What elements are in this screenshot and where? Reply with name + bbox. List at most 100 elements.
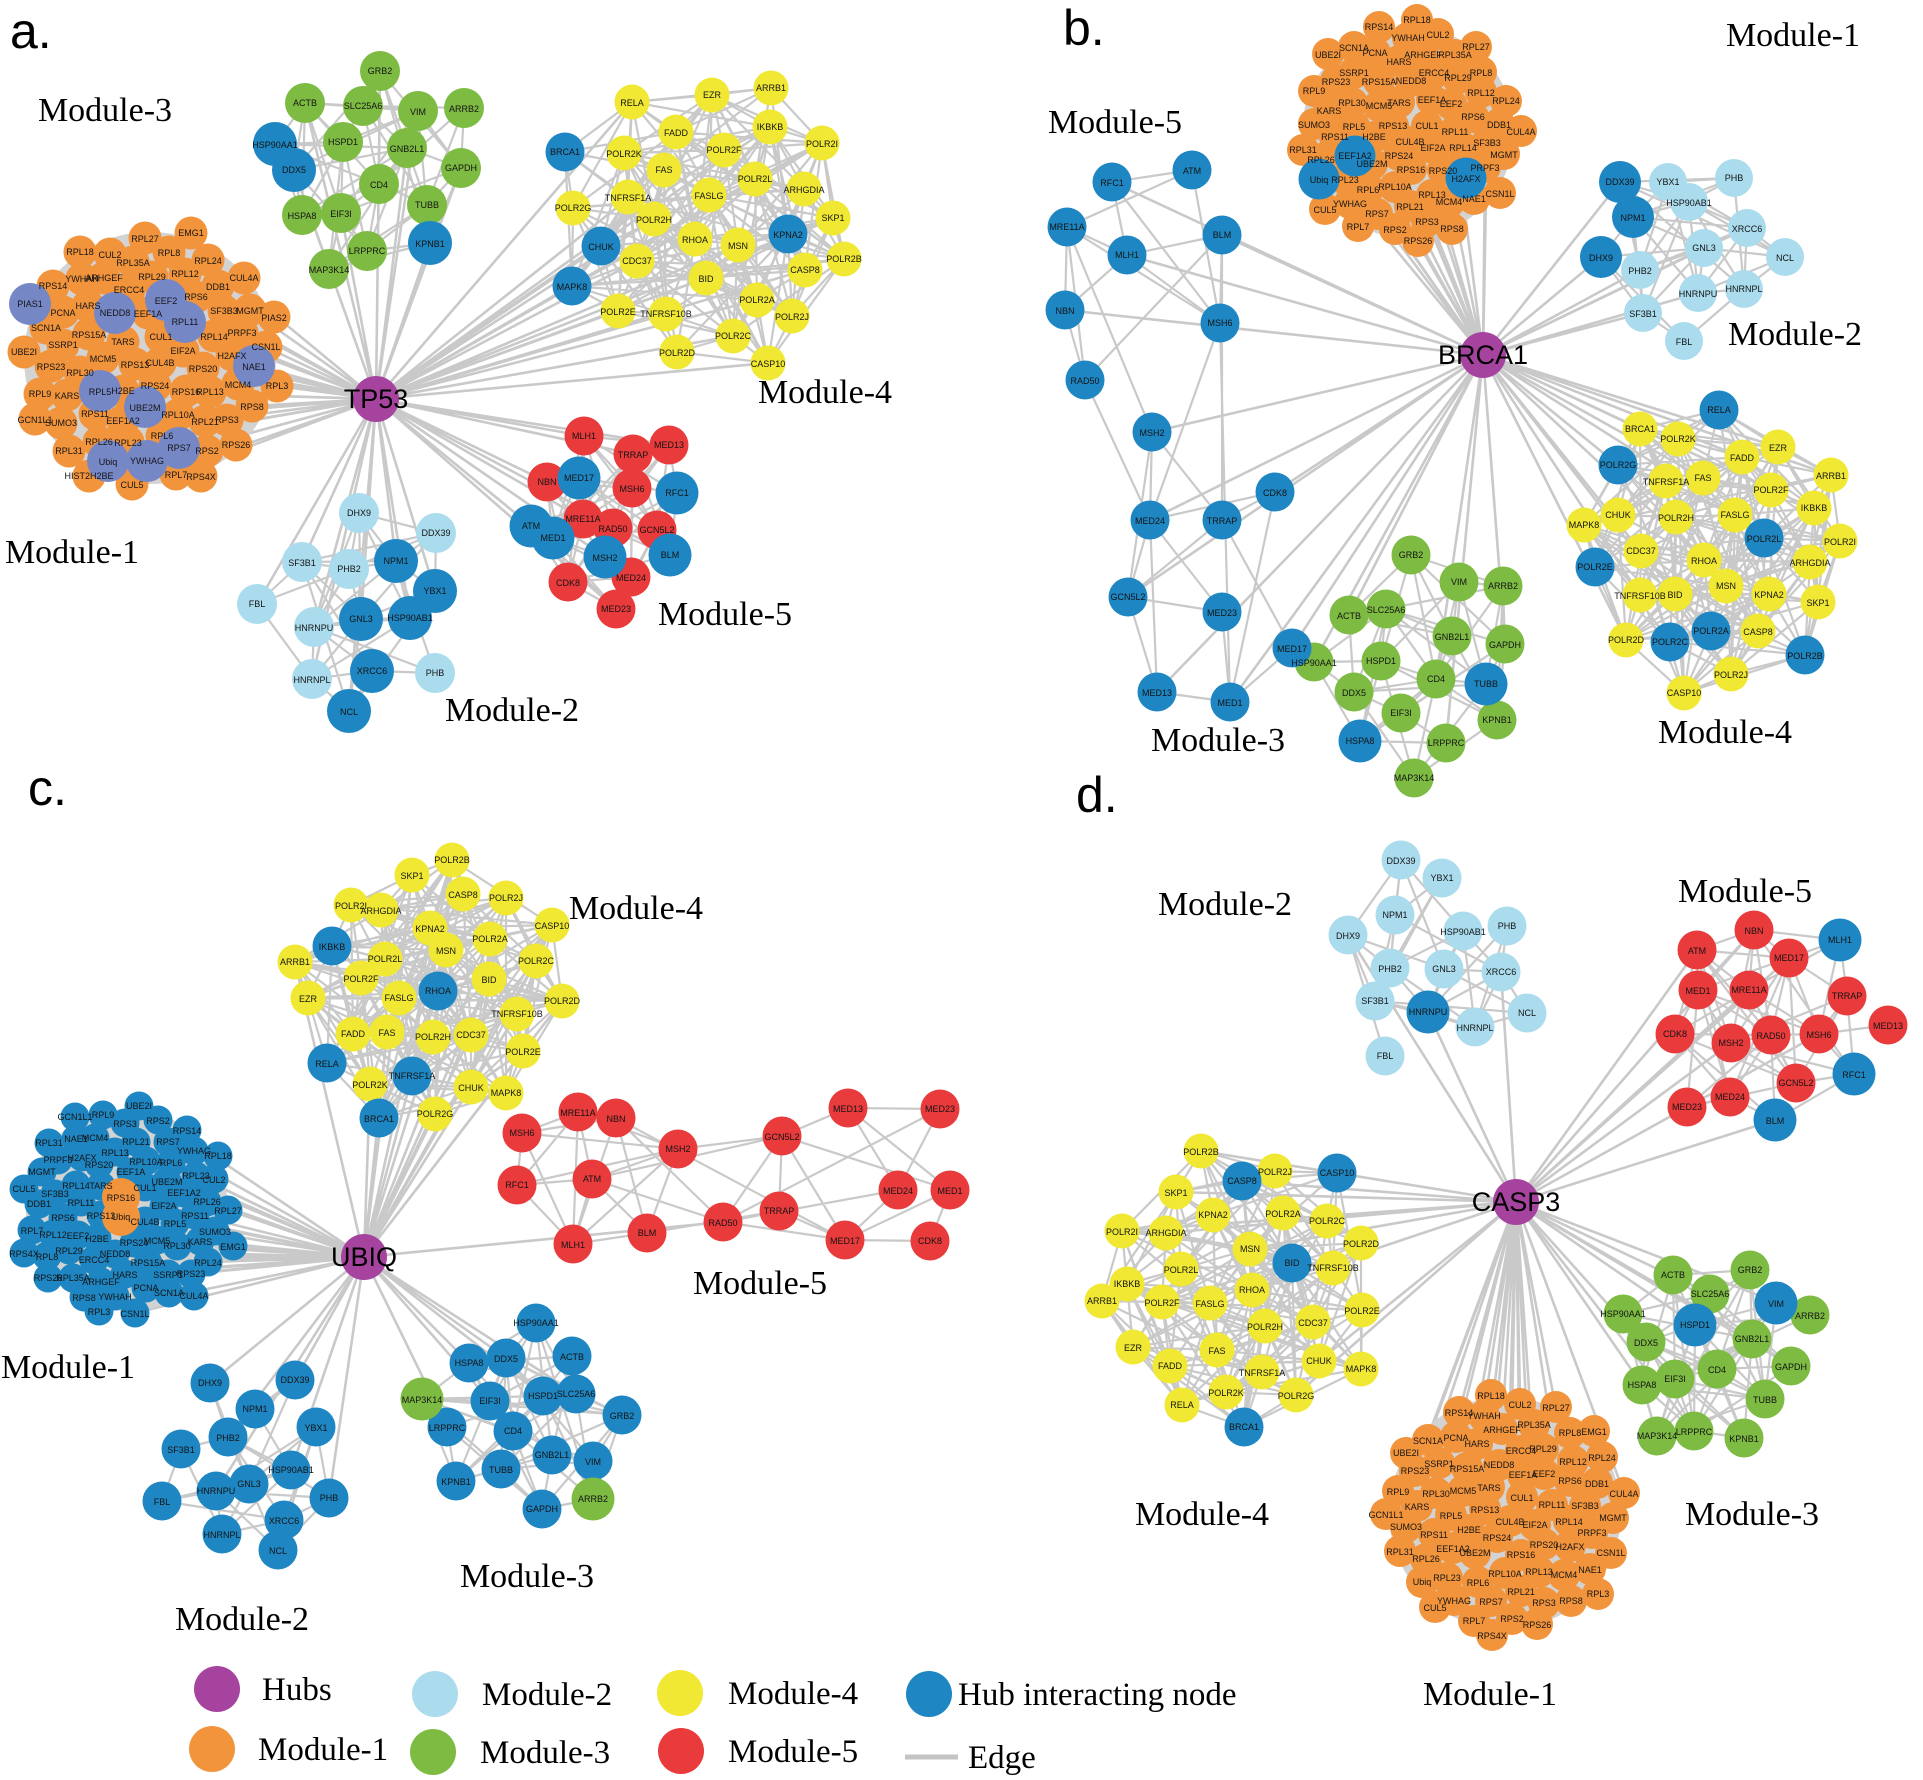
svg-text:RELA: RELA xyxy=(1707,405,1731,415)
svg-text:Module-2: Module-2 xyxy=(445,692,579,729)
svg-text:MED13: MED13 xyxy=(1873,1021,1903,1031)
svg-text:RPL12: RPL12 xyxy=(1467,88,1495,98)
svg-text:PIAS1: PIAS1 xyxy=(17,299,43,309)
svg-text:MSN: MSN xyxy=(728,241,748,251)
svg-text:H2BE: H2BE xyxy=(111,386,135,396)
svg-text:ARRB1: ARRB1 xyxy=(756,83,786,93)
svg-text:ATM: ATM xyxy=(522,521,540,531)
svg-text:DDX39: DDX39 xyxy=(1386,856,1415,866)
svg-text:RPL31: RPL31 xyxy=(35,1138,63,1148)
svg-text:VIM: VIM xyxy=(1451,577,1467,587)
svg-text:Module-3: Module-3 xyxy=(38,92,172,129)
svg-text:POLR2I: POLR2I xyxy=(1106,1227,1138,1237)
svg-text:RPL14: RPL14 xyxy=(1555,1517,1583,1527)
svg-text:CASP8: CASP8 xyxy=(1743,627,1773,637)
svg-text:MCM4: MCM4 xyxy=(82,1133,109,1143)
svg-text:MLH1: MLH1 xyxy=(1828,935,1852,945)
svg-text:XRCC6: XRCC6 xyxy=(269,1516,300,1526)
svg-text:RPS24: RPS24 xyxy=(120,1238,149,1248)
svg-text:EEF1A: EEF1A xyxy=(117,1167,146,1177)
svg-text:CASP8: CASP8 xyxy=(1227,1176,1257,1186)
svg-text:FAS: FAS xyxy=(1208,1346,1225,1356)
svg-text:YWHAH: YWHAH xyxy=(1467,1411,1501,1421)
svg-text:HSPA8: HSPA8 xyxy=(1628,1380,1657,1390)
svg-text:RPL3: RPL3 xyxy=(266,381,289,391)
svg-text:RPS16: RPS16 xyxy=(1397,165,1426,175)
svg-text:RPL26: RPL26 xyxy=(193,1197,221,1207)
svg-text:TP53: TP53 xyxy=(344,384,409,414)
svg-text:RFC1: RFC1 xyxy=(505,1180,529,1190)
svg-text:HARS: HARS xyxy=(75,301,100,311)
svg-text:EEF1A: EEF1A xyxy=(1509,1470,1538,1480)
svg-text:DDX5: DDX5 xyxy=(494,1354,518,1364)
svg-text:SSRP1: SSRP1 xyxy=(48,340,78,350)
svg-text:EIF3I: EIF3I xyxy=(1664,1374,1686,1384)
svg-text:CUL4A: CUL4A xyxy=(179,1291,208,1301)
svg-text:ERCC4: ERCC4 xyxy=(114,285,145,295)
svg-text:RPS8: RPS8 xyxy=(240,402,264,412)
svg-text:POLR2F: POLR2F xyxy=(1753,485,1789,495)
svg-text:Module-1: Module-1 xyxy=(5,534,139,571)
svg-text:UBE2I: UBE2I xyxy=(1315,50,1341,60)
svg-text:SCN1A: SCN1A xyxy=(154,1288,184,1298)
svg-text:HARS: HARS xyxy=(1464,1439,1489,1449)
svg-text:RPS7: RPS7 xyxy=(156,1137,180,1147)
svg-text:BID: BID xyxy=(698,274,714,284)
svg-text:KPNB1: KPNB1 xyxy=(441,1477,471,1487)
svg-text:ARRB1: ARRB1 xyxy=(1816,471,1846,481)
svg-text:RPL26: RPL26 xyxy=(1307,155,1335,165)
svg-text:RPS2: RPS2 xyxy=(1383,225,1407,235)
svg-text:ARHGDIA: ARHGDIA xyxy=(360,906,401,916)
svg-text:RPL18: RPL18 xyxy=(204,1151,232,1161)
svg-text:TNFRSF10B: TNFRSF10B xyxy=(491,1009,543,1019)
svg-text:YBX1: YBX1 xyxy=(1430,873,1453,883)
svg-text:MSH6: MSH6 xyxy=(619,484,644,494)
svg-text:RPL31: RPL31 xyxy=(1289,145,1317,155)
svg-text:GCN5L2: GCN5L2 xyxy=(764,1132,799,1142)
svg-text:CUL2: CUL2 xyxy=(98,250,121,260)
svg-text:PHB: PHB xyxy=(320,1493,339,1503)
svg-text:POLR2F: POLR2F xyxy=(1144,1298,1180,1308)
svg-text:RPS6: RPS6 xyxy=(184,292,208,302)
svg-text:PHB: PHB xyxy=(1498,921,1517,931)
svg-text:RAD50: RAD50 xyxy=(598,524,627,534)
svg-text:GRB2: GRB2 xyxy=(610,1411,635,1421)
svg-text:HSP90AA1: HSP90AA1 xyxy=(513,1318,559,1328)
svg-text:PHB2: PHB2 xyxy=(337,564,361,574)
svg-text:CUL4B: CUL4B xyxy=(1495,1517,1524,1527)
svg-text:CUL4B: CUL4B xyxy=(1395,137,1424,147)
svg-text:FADD: FADD xyxy=(1158,1361,1183,1371)
svg-text:DDB1: DDB1 xyxy=(1585,1479,1609,1489)
svg-text:RPL6: RPL6 xyxy=(160,1158,183,1168)
svg-text:RPS14: RPS14 xyxy=(1445,1408,1474,1418)
svg-text:Module-3: Module-3 xyxy=(480,1735,610,1771)
svg-text:POLR2L: POLR2L xyxy=(1164,1265,1199,1275)
svg-text:POLR2H: POLR2H xyxy=(1658,513,1694,523)
svg-text:RPL13: RPL13 xyxy=(196,387,224,397)
svg-text:MGMT: MGMT xyxy=(1490,150,1518,160)
svg-text:EIF3I: EIF3I xyxy=(1390,708,1412,718)
svg-text:RPL18: RPL18 xyxy=(66,247,94,257)
svg-text:MSN: MSN xyxy=(436,946,456,956)
svg-text:HARS: HARS xyxy=(112,1270,137,1280)
svg-text:RPL7: RPL7 xyxy=(165,470,188,480)
svg-text:EEF1A2: EEF1A2 xyxy=(1338,151,1372,161)
svg-text:RPL21: RPL21 xyxy=(191,417,219,427)
svg-text:BRCA1: BRCA1 xyxy=(1229,1422,1259,1432)
svg-text:EIF2A: EIF2A xyxy=(1522,1520,1547,1530)
svg-text:RPS7: RPS7 xyxy=(1365,209,1389,219)
svg-text:RPS11: RPS11 xyxy=(181,1211,209,1221)
svg-text:UBE2M: UBE2M xyxy=(1356,159,1387,169)
svg-text:POLR2I: POLR2I xyxy=(1824,537,1856,547)
svg-text:HNRNPU: HNRNPU xyxy=(1409,1007,1448,1017)
svg-text:POLR2F: POLR2F xyxy=(343,974,379,984)
svg-text:RPL3: RPL3 xyxy=(88,1307,111,1317)
svg-text:RAD50: RAD50 xyxy=(1070,376,1099,386)
svg-text:RPS24: RPS24 xyxy=(1385,151,1414,161)
svg-text:MAP3K14: MAP3K14 xyxy=(402,1395,443,1405)
svg-text:EEF1A: EEF1A xyxy=(1418,95,1447,105)
svg-text:CSN1L: CSN1L xyxy=(1596,1548,1625,1558)
svg-text:RPS13: RPS13 xyxy=(87,1211,116,1221)
svg-text:ARHGEF: ARHGEF xyxy=(1483,1425,1521,1435)
svg-text:RPS20: RPS20 xyxy=(1429,166,1458,176)
